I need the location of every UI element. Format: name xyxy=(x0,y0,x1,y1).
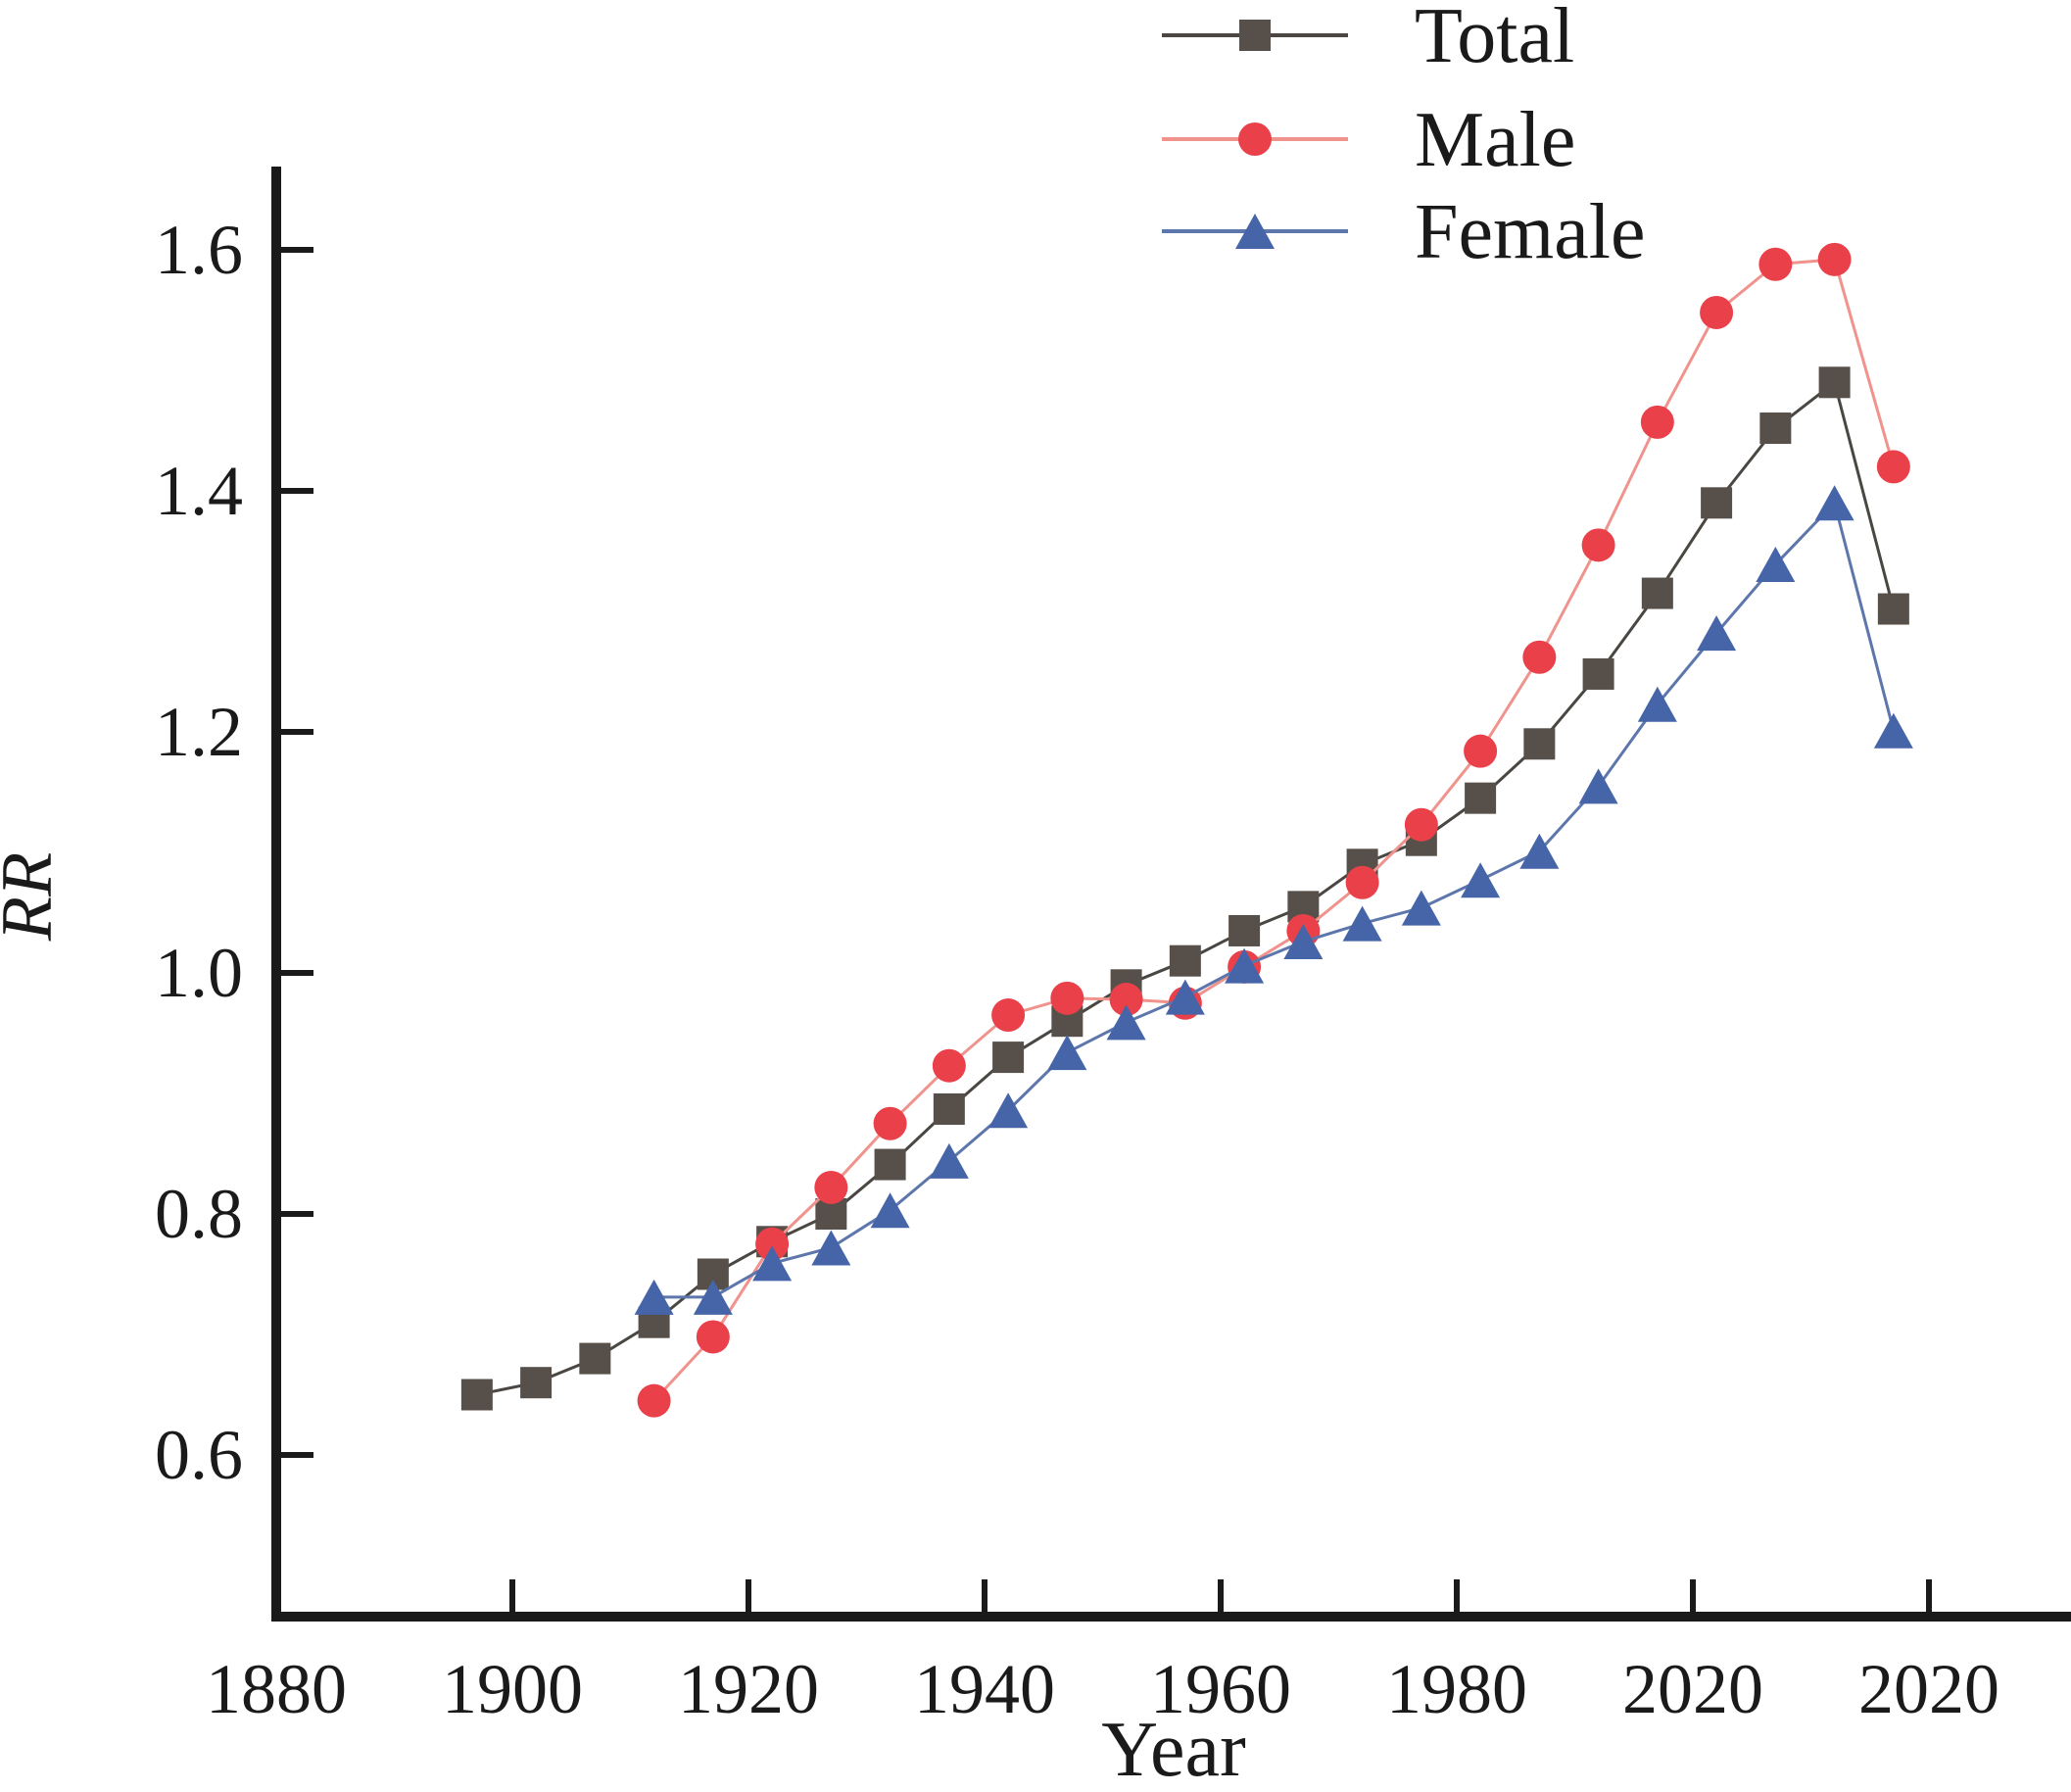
y-tick-label: 1.0 xyxy=(155,934,243,1012)
female-marker xyxy=(1225,947,1265,984)
x-axis-title: Year xyxy=(1101,1707,1245,1792)
axis-ticks: 1880 1900 1920 1940 1960 1980 2020 2020 0.6 0.8 1.… xyxy=(155,211,1999,1728)
female-marker xyxy=(988,1092,1029,1129)
data-series xyxy=(460,242,1913,1418)
female-marker xyxy=(1578,768,1618,804)
total-marker xyxy=(874,1148,906,1181)
female-marker xyxy=(1401,890,1441,926)
y-tick-label: 1.2 xyxy=(155,693,243,771)
total-marker xyxy=(1818,366,1851,399)
total-marker xyxy=(933,1092,965,1125)
male-marker xyxy=(1700,295,1734,329)
y-tick-label: 1.6 xyxy=(155,211,243,289)
male-marker xyxy=(1640,405,1674,439)
legend-item-female: Female xyxy=(1162,189,1645,275)
x-tick-label: 1980 xyxy=(1386,1650,1527,1728)
female-marker xyxy=(1283,924,1324,960)
male-marker xyxy=(1817,242,1852,276)
female-marker xyxy=(1165,979,1205,1015)
total-marker xyxy=(1465,782,1497,814)
male-marker xyxy=(814,1170,848,1204)
female-marker xyxy=(1756,547,1796,583)
total-marker xyxy=(579,1342,611,1375)
y-axis-title: RR xyxy=(0,852,68,942)
male-marker xyxy=(696,1320,730,1354)
female-marker xyxy=(1873,712,1913,749)
female-marker xyxy=(693,1279,733,1315)
female-marker xyxy=(634,1279,674,1315)
legend-circle-icon xyxy=(1238,122,1272,156)
y-tick-label: 1.4 xyxy=(155,452,243,530)
female-marker xyxy=(811,1230,851,1266)
x-tick-label: 2020 xyxy=(1858,1650,1999,1728)
female-marker xyxy=(1342,905,1382,942)
legend-item-male: Male xyxy=(1162,97,1575,183)
male-marker xyxy=(932,1048,966,1083)
male-marker xyxy=(1464,734,1498,768)
x-tick-label: 1920 xyxy=(678,1650,819,1728)
male-marker xyxy=(755,1227,790,1261)
x-tick-label: 1940 xyxy=(914,1650,1055,1728)
legend-triangle-icon xyxy=(1235,214,1275,249)
total-marker xyxy=(1641,577,1673,609)
total-marker xyxy=(520,1367,553,1399)
x-tick-label: 1900 xyxy=(442,1650,583,1728)
female-marker xyxy=(1519,833,1560,869)
male-marker xyxy=(1581,528,1615,562)
male-marker xyxy=(1404,807,1438,842)
total-marker xyxy=(1228,914,1261,946)
female-marker xyxy=(1461,862,1501,898)
female-marker xyxy=(870,1192,910,1229)
female-marker xyxy=(1637,686,1677,722)
total-marker xyxy=(1759,412,1792,445)
x-tick-label: 2020 xyxy=(1622,1650,1763,1728)
y-tick-label: 0.8 xyxy=(155,1175,243,1253)
female-marker xyxy=(929,1142,969,1179)
female-series-line xyxy=(653,500,1896,1299)
legend-square-icon xyxy=(1239,20,1271,51)
male-marker xyxy=(1050,981,1084,1015)
male-marker xyxy=(991,998,1026,1033)
x-tick-label: 1960 xyxy=(1150,1650,1291,1728)
female-marker xyxy=(1047,1035,1087,1071)
legend-item-total: Total xyxy=(1162,0,1574,79)
total-series-line xyxy=(476,379,1896,1396)
total-marker xyxy=(1169,944,1201,977)
x-tick-label: 1880 xyxy=(206,1650,347,1728)
male-marker xyxy=(1758,247,1793,281)
y-tick-label: 0.6 xyxy=(155,1416,243,1494)
male-marker xyxy=(1876,450,1910,484)
female-marker xyxy=(1106,1004,1146,1041)
female-marker xyxy=(1814,485,1854,521)
female-marker xyxy=(1697,615,1737,652)
total-marker xyxy=(460,1379,493,1411)
legend-label: Total xyxy=(1415,0,1574,79)
female-marker xyxy=(752,1245,793,1282)
total-marker xyxy=(1582,657,1614,690)
total-marker xyxy=(1523,728,1556,760)
male-marker xyxy=(873,1106,907,1140)
male-marker xyxy=(1109,983,1143,1017)
total-marker xyxy=(1701,487,1733,519)
legend-label: Female xyxy=(1415,189,1645,275)
total-marker xyxy=(1877,593,1909,625)
legend-label: Male xyxy=(1415,97,1575,183)
male-marker xyxy=(637,1383,671,1418)
male-series-line xyxy=(652,258,1896,1402)
male-marker xyxy=(1345,865,1379,899)
male-marker xyxy=(1522,640,1557,674)
total-marker xyxy=(992,1041,1025,1074)
